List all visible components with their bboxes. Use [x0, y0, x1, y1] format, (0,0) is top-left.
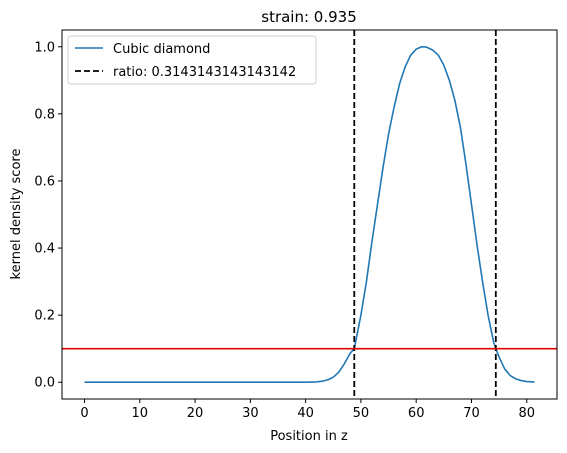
- plot-area: [62, 30, 557, 399]
- y-tick-label: 0.8: [34, 107, 55, 122]
- series-line-cubic-diamond: [84, 45, 535, 384]
- x-tick-label: 50: [353, 406, 370, 421]
- plot-clipped: [62, 30, 557, 399]
- chart-title: strain: 0.935: [261, 8, 357, 26]
- y-tick-label: 1.0: [34, 40, 55, 55]
- y-axis-label: kernel density score: [9, 149, 24, 280]
- x-tick-label: 70: [463, 406, 480, 421]
- y-tick-label: 0.6: [34, 174, 55, 189]
- x-axis-label: Position in z: [270, 429, 348, 444]
- ticks: 0 10 20 30 40 50 60 70 80 0.0 0.2 0.4 0.6 0.8 1.0: [34, 40, 535, 421]
- y-tick-label: 0.0: [34, 376, 55, 391]
- x-tick-label: 20: [187, 406, 204, 421]
- legend-label-ratio: ratio: 0.3143143143143142: [113, 65, 296, 80]
- x-tick-label: 60: [408, 406, 425, 421]
- legend: Cubic diamond ratio: 0.3143143143143142: [67, 35, 317, 85]
- axes-frame: [61, 29, 558, 400]
- x-tick-label: 10: [132, 406, 149, 421]
- y-tick-label: 0.2: [34, 309, 55, 324]
- y-tick-label: 0.4: [34, 242, 55, 257]
- legend-box: [67, 35, 317, 85]
- legend-label-cubic-diamond: Cubic diamond: [113, 42, 210, 57]
- x-tick-label: 40: [297, 406, 314, 421]
- x-tick-label: 80: [518, 406, 535, 421]
- x-tick-label: 0: [80, 406, 88, 421]
- x-tick-label: 30: [242, 406, 259, 421]
